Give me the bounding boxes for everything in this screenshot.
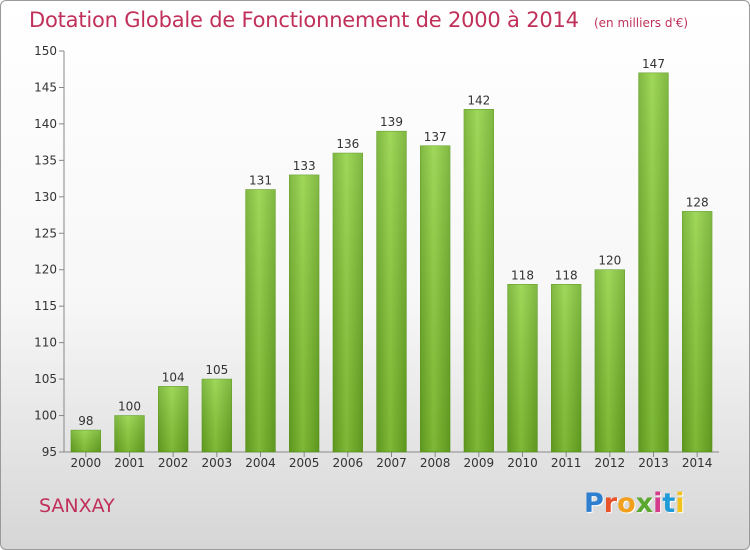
logo-letter: r (603, 488, 618, 519)
bar-shade-2003 (201, 379, 232, 452)
y-tick-label: 145 (34, 80, 57, 94)
bar-shade-2008 (420, 145, 451, 453)
x-tick-label: 2003 (202, 456, 233, 470)
logo-letter: t (662, 488, 676, 519)
y-tick-label: 150 (34, 44, 57, 58)
chart-unit-note: (en milliers d'€) (593, 16, 689, 30)
bar-value-label: 137 (424, 130, 447, 144)
y-tick-label: 105 (34, 372, 57, 386)
proxiti-logo: Proxiti (584, 488, 685, 519)
bar-value-label: 128 (686, 195, 709, 209)
y-tick-label: 95 (42, 445, 57, 459)
y-tick-label: 135 (34, 153, 57, 167)
logo-letter: P (584, 488, 604, 519)
x-tick-label: 2010 (507, 456, 538, 470)
bar-value-label: 136 (336, 137, 359, 151)
bar-value-label: 98 (78, 414, 93, 428)
bar-value-label: 120 (598, 254, 621, 268)
commune-name: SANXAY (39, 495, 115, 517)
x-tick-label: 2000 (71, 456, 102, 470)
bar-shade-2007 (376, 131, 407, 452)
x-tick-label: 2004 (245, 456, 276, 470)
x-tick-label: 2014 (682, 456, 713, 470)
x-tick-label: 2006 (333, 456, 364, 470)
logo-letter: i (653, 488, 663, 519)
y-tick-label: 115 (34, 299, 57, 313)
bar-shade-2011 (551, 284, 582, 452)
logo-letter: x (635, 488, 654, 519)
bar-shade-2004 (245, 189, 276, 452)
chart-bars (70, 72, 713, 453)
bar-value-label: 104 (162, 370, 185, 384)
bar-shade-2010 (507, 284, 538, 452)
logo-letter: o (617, 488, 636, 519)
bar-shade-2005 (289, 174, 320, 453)
chart-title: Dotation Globale de Fonctionnement de 20… (29, 8, 688, 32)
y-tick-label: 100 (34, 409, 57, 423)
bar-shade-2012 (594, 269, 625, 452)
chart-axes: 95 100 105 110 115 120 125 130 135 140 145 150 (34, 44, 719, 459)
bar-value-label: 105 (205, 363, 228, 377)
bar-value-label: 147 (642, 57, 665, 71)
chart-labels: 2000 98 2001 100 2002 104 2003 105 2004 131 2005 13… (71, 57, 713, 470)
x-tick-label: 2002 (158, 456, 189, 470)
bar-shade-2014 (682, 211, 713, 452)
bar-value-label: 142 (467, 93, 490, 107)
x-tick-label: 2009 (464, 456, 495, 470)
bar-shade-2002 (158, 386, 189, 452)
bar-value-label: 133 (293, 159, 316, 173)
bar-value-label: 100 (118, 400, 141, 414)
y-tick-label: 130 (34, 190, 57, 204)
x-tick-label: 2001 (114, 456, 145, 470)
x-tick-label: 2005 (289, 456, 320, 470)
bar-value-label: 118 (511, 268, 534, 282)
x-tick-label: 2011 (551, 456, 582, 470)
bar-value-label: 139 (380, 115, 403, 129)
chart-title-text: Dotation Globale de Fonctionnement de 20… (29, 8, 579, 32)
bar-shade-2000 (70, 430, 101, 452)
x-tick-label: 2007 (376, 456, 407, 470)
x-tick-label: 2013 (638, 456, 669, 470)
bar-shade-2013 (638, 72, 669, 452)
bar-value-label: 131 (249, 174, 272, 188)
y-tick-label: 120 (34, 263, 57, 277)
logo-letter: i (675, 488, 685, 519)
y-tick-label: 125 (34, 226, 57, 240)
bar-shade-2009 (463, 109, 494, 452)
x-tick-label: 2012 (595, 456, 626, 470)
bar-shade-2006 (332, 153, 363, 452)
bar-shade-2001 (114, 415, 145, 452)
y-tick-label: 110 (34, 336, 57, 350)
bar-value-label: 118 (555, 268, 578, 282)
y-tick-label: 140 (34, 117, 57, 131)
x-tick-label: 2008 (420, 456, 451, 470)
